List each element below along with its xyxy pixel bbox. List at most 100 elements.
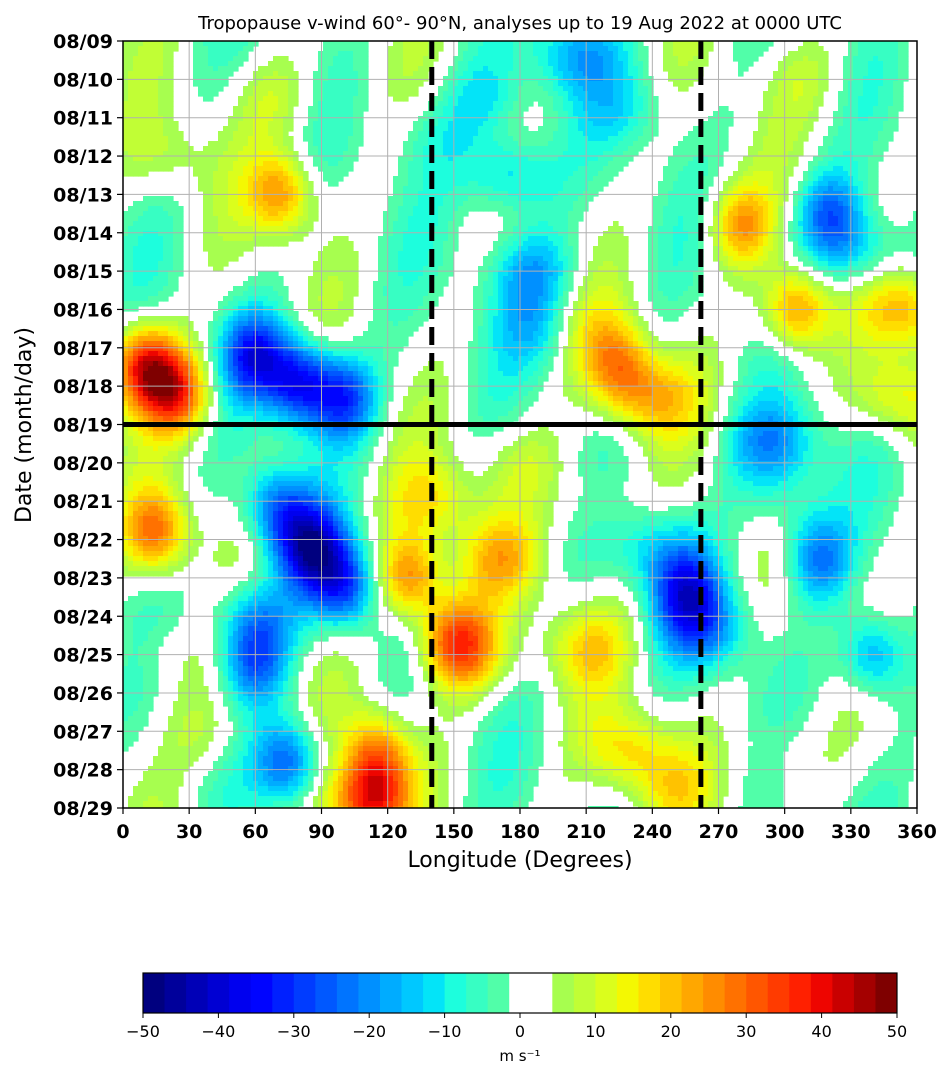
heatmap-cell	[503, 91, 509, 97]
heatmap-cell	[553, 86, 559, 92]
heatmap-cell	[873, 66, 879, 72]
heatmap-cell	[643, 46, 649, 52]
heatmap-cell	[448, 171, 454, 177]
heatmap-cell	[788, 66, 794, 72]
heatmap-cell	[538, 216, 544, 222]
heatmap-cell	[148, 111, 154, 117]
heatmap-cell	[143, 66, 149, 72]
heatmap-cell	[128, 151, 134, 157]
heatmap-cell	[473, 41, 479, 47]
heatmap-cell	[443, 81, 449, 87]
heatmap-cell	[323, 141, 329, 147]
heatmap-cell	[753, 186, 759, 192]
heatmap-cell	[403, 246, 409, 252]
heatmap-cell	[413, 76, 419, 82]
heatmap-cell	[463, 136, 469, 142]
heatmap-cell	[588, 101, 594, 107]
heatmap-cell	[858, 41, 864, 47]
heatmap-cell	[403, 191, 409, 197]
heatmap-cell	[463, 71, 469, 77]
heatmap-cell	[728, 236, 734, 242]
heatmap-cell	[853, 136, 859, 142]
heatmap-cell	[238, 241, 244, 247]
heatmap-cell	[208, 221, 214, 227]
heatmap-cell	[878, 116, 884, 122]
heatmap-cell	[408, 136, 414, 142]
heatmap-cell	[888, 86, 894, 92]
heatmap-cell	[163, 166, 169, 172]
heatmap-cell	[528, 141, 534, 147]
heatmap-cell	[688, 241, 694, 247]
heatmap-cell	[758, 196, 764, 202]
heatmap-cell	[503, 141, 509, 147]
heatmap-cell	[123, 256, 129, 262]
heatmap-cell	[548, 191, 554, 197]
heatmap-cell	[823, 211, 829, 217]
heatmap-cell	[853, 191, 859, 197]
heatmap-cell	[493, 246, 499, 252]
heatmap-cell	[543, 151, 549, 157]
heatmap-cell	[823, 161, 829, 167]
heatmap-cell	[693, 136, 699, 142]
heatmap-cell	[323, 151, 329, 157]
heatmap-cell	[563, 66, 569, 72]
heatmap-cell	[313, 71, 319, 77]
heatmap-cell	[543, 101, 549, 107]
heatmap-cell	[558, 106, 564, 112]
heatmap-cell	[308, 206, 314, 212]
heatmap-cell	[143, 86, 149, 92]
heatmap-cell	[793, 96, 799, 102]
heatmap-cell	[523, 231, 529, 237]
heatmap-cell	[713, 236, 719, 242]
heatmap-cell	[723, 201, 729, 207]
heatmap-cell	[873, 196, 879, 202]
heatmap-cell	[323, 121, 329, 127]
heatmap-cell	[668, 186, 674, 192]
heatmap-cell	[688, 181, 694, 187]
heatmap-cell	[693, 206, 699, 212]
heatmap-cell	[123, 106, 129, 112]
heatmap-cell	[593, 81, 599, 87]
heatmap-cell	[123, 226, 129, 232]
heatmap-cell	[758, 126, 764, 132]
heatmap-cell	[498, 136, 504, 142]
heatmap-cell	[223, 66, 229, 72]
heatmap-cell	[448, 131, 454, 137]
heatmap-cell	[513, 126, 519, 132]
heatmap-cell	[458, 111, 464, 117]
heatmap-cell	[843, 71, 849, 77]
heatmap-cell	[738, 61, 744, 67]
heatmap-cell	[563, 241, 569, 247]
heatmap-cell	[608, 151, 614, 157]
heatmap-cell	[503, 241, 509, 247]
heatmap-cell	[573, 81, 579, 87]
heatmap-cell	[673, 181, 679, 187]
heatmap-cell	[513, 166, 519, 172]
heatmap-cell	[458, 166, 464, 172]
heatmap-cell	[233, 66, 239, 72]
heatmap-cell	[898, 66, 904, 72]
heatmap-cell	[243, 236, 249, 242]
heatmap-cell	[158, 71, 164, 77]
heatmap-cell	[148, 126, 154, 132]
heatmap-cell	[543, 141, 549, 147]
heatmap-cell	[873, 171, 879, 177]
heatmap-cell	[753, 176, 759, 182]
heatmap-cell	[173, 161, 179, 167]
heatmap-cell	[483, 46, 489, 52]
heatmap-cell	[133, 121, 139, 127]
heatmap-cell	[348, 101, 354, 107]
heatmap-cell	[833, 121, 839, 127]
heatmap-cell	[243, 156, 249, 162]
heatmap-cell	[818, 181, 824, 187]
heatmap-cell	[508, 186, 514, 192]
heatmap-cell	[558, 221, 564, 227]
heatmap-cell	[263, 221, 269, 227]
heatmap-cell	[553, 121, 559, 127]
heatmap-cell	[763, 166, 769, 172]
heatmap-cell	[233, 186, 239, 192]
heatmap-cell	[598, 86, 604, 92]
heatmap-cell	[283, 111, 289, 117]
heatmap-cell	[333, 151, 339, 157]
heatmap-cell	[533, 51, 539, 57]
